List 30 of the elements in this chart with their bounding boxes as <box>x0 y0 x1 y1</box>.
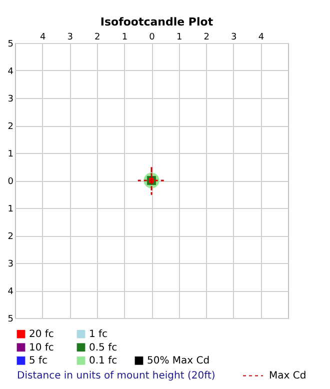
x-tick-label: 2 <box>94 32 100 42</box>
x-tick-label: 0 <box>149 32 156 42</box>
y-tick-label: 3 <box>8 260 14 270</box>
y-tick-label: 2 <box>8 122 14 132</box>
legend-label: 50% Max Cd <box>147 356 210 367</box>
y-tick-label: 5 <box>8 314 14 324</box>
x-tick-label: 3 <box>67 32 73 42</box>
legend-label: Max Cd <box>269 370 306 382</box>
y-tick-label: 1 <box>8 204 14 214</box>
y-tick-label: 4 <box>8 67 14 77</box>
legend-label: 20 fc <box>29 329 54 340</box>
y-tick-label: 0 <box>8 177 14 187</box>
y-tick-label: 3 <box>8 94 14 104</box>
y-tick-label: 1 <box>8 150 14 160</box>
y-tick-label: 2 <box>8 232 14 242</box>
x-axis-title: Distance in units of mount height (20ft) <box>17 370 216 382</box>
x-tick-label: 4 <box>40 32 46 42</box>
y-tick-label: 5 <box>8 40 14 50</box>
y-tick-label: 4 <box>8 287 14 297</box>
x-tick-label: 1 <box>122 32 128 42</box>
legend-label: 0.5 fc <box>89 342 118 354</box>
legend-label: 0.1 fc <box>89 356 118 367</box>
legend-label: 1 fc <box>89 329 108 340</box>
chart-title: Isofootcandle Plot <box>100 16 214 28</box>
x-tick-label: 3 <box>231 32 237 42</box>
legend-label: 5 fc <box>29 356 48 367</box>
legend-label: 10 fc <box>29 342 54 354</box>
x-tick-label: 1 <box>176 32 182 42</box>
x-tick-label: 4 <box>258 32 264 42</box>
x-tick-label: 2 <box>204 32 210 42</box>
